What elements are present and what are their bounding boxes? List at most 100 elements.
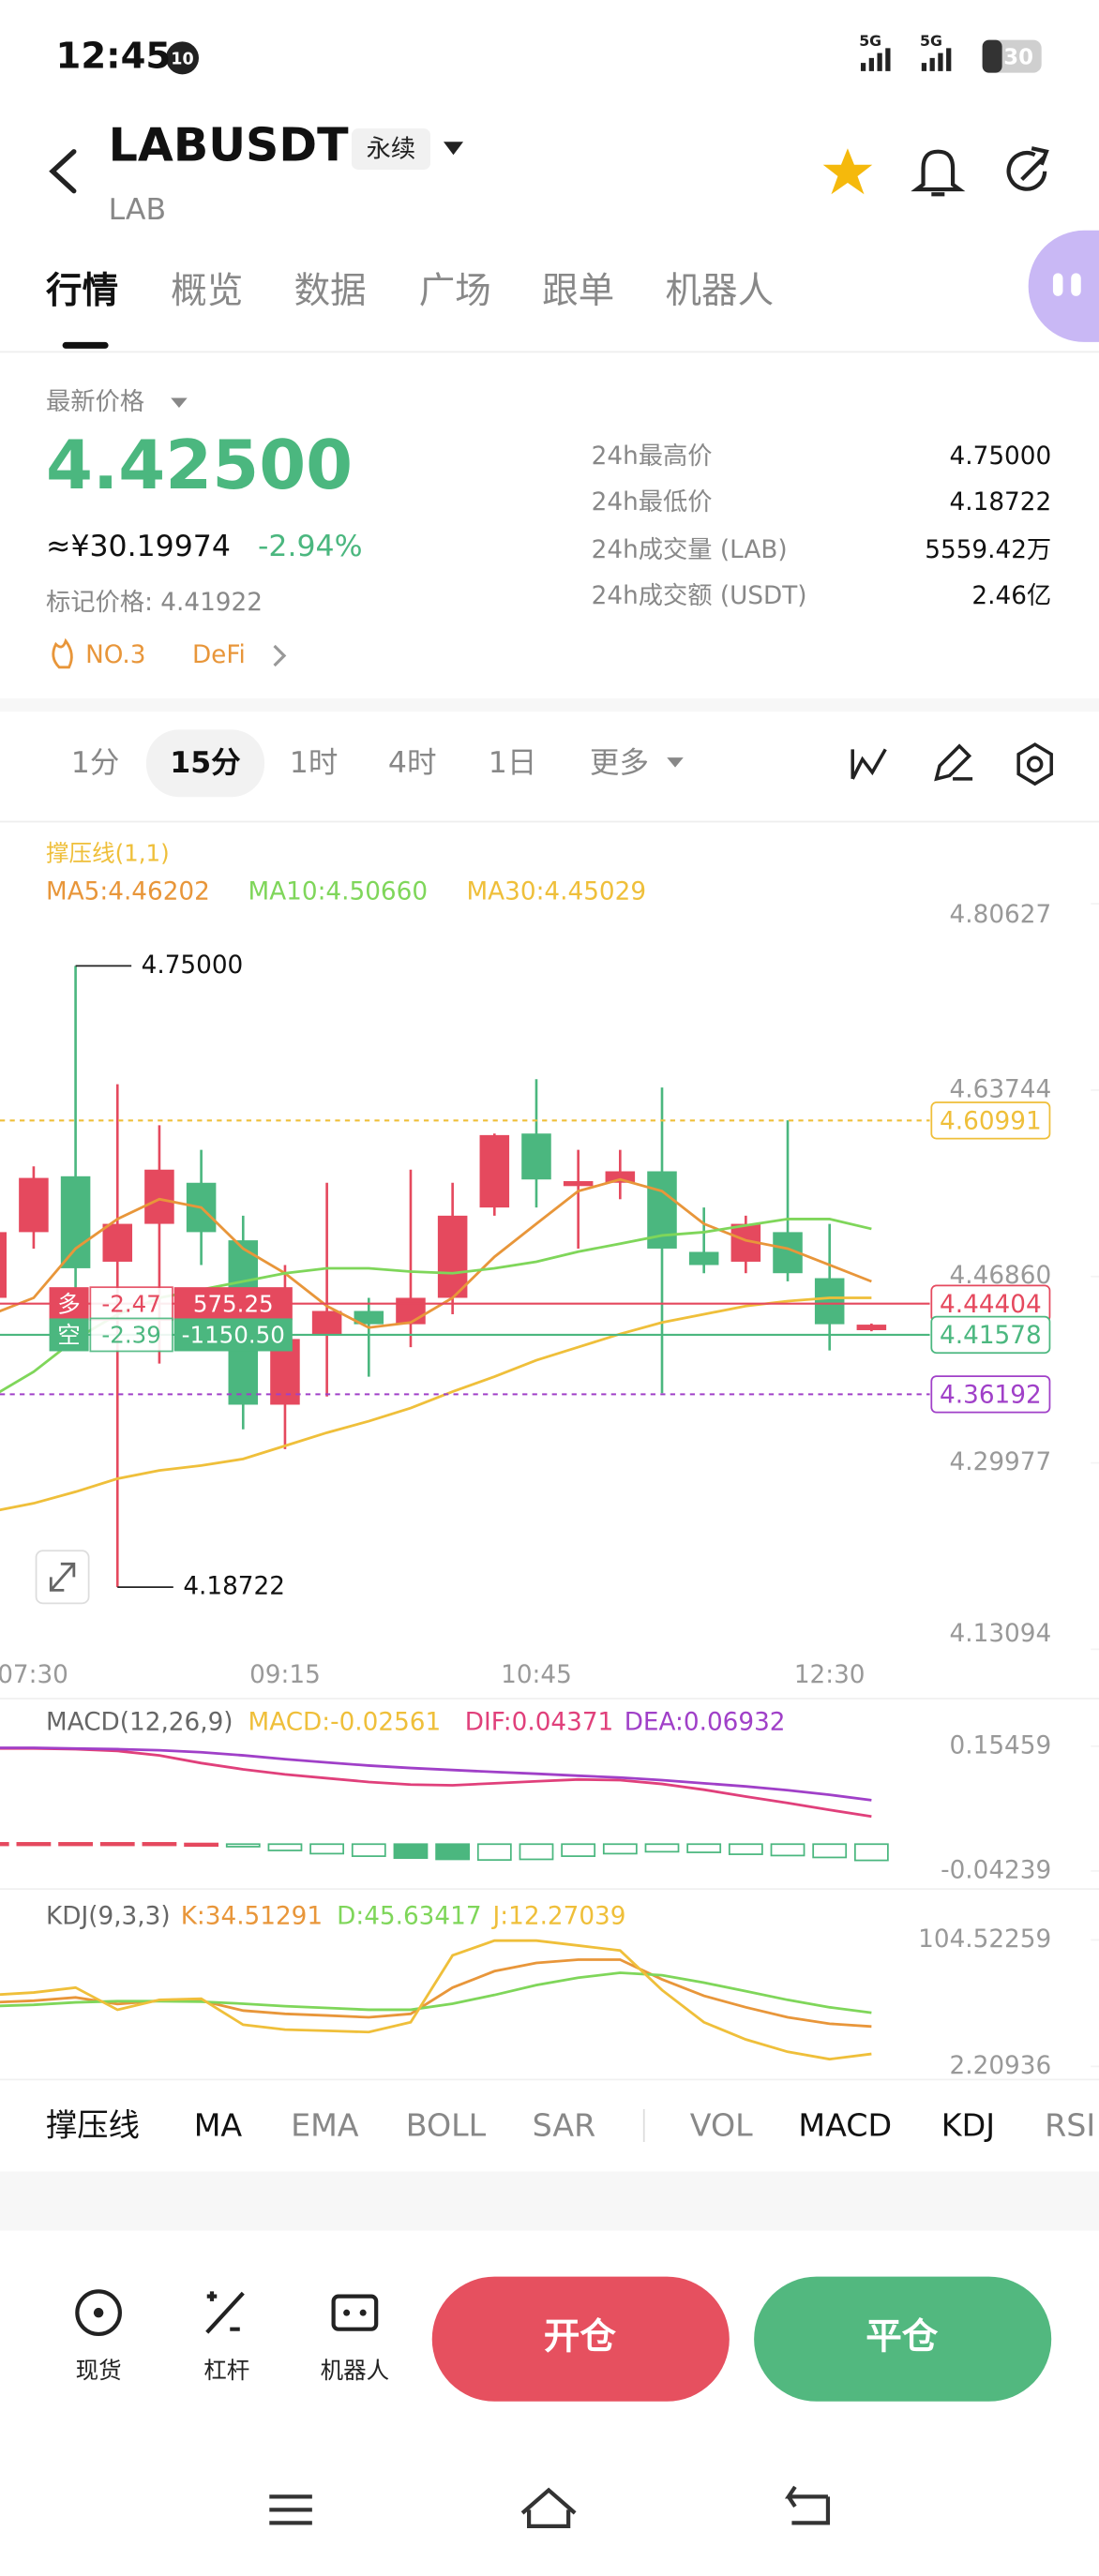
stat-label: 24h最高价 xyxy=(592,442,713,471)
indicator-tab[interactable]: MACD xyxy=(798,2107,892,2144)
price-line-box xyxy=(930,1375,1051,1414)
legend-entry: K:34.51291 xyxy=(181,1902,323,1930)
price-line-label: 4.60991 xyxy=(940,1108,1042,1136)
legend-entry: DIF:0.04371 xyxy=(465,1709,614,1737)
settings-icon[interactable] xyxy=(1016,742,1053,786)
position-side-bg xyxy=(49,1287,89,1321)
tab[interactable]: 机器人 xyxy=(666,270,775,312)
tab-underline xyxy=(62,341,109,349)
macd-bar xyxy=(812,1843,848,1859)
nav-back[interactable] xyxy=(784,2485,831,2525)
legend-entry: MA5:4.46202 xyxy=(46,877,210,906)
x-tick-label: 07:30 xyxy=(0,1661,68,1689)
candle-body xyxy=(814,1278,845,1325)
tab[interactable]: 跟单 xyxy=(542,270,614,312)
indicator-title: 撑压线(1,1) xyxy=(46,840,170,867)
legend-entry: MA30:4.45029 xyxy=(467,877,647,906)
cny-price: ≈¥30.19974 xyxy=(46,530,231,563)
indicator-tab[interactable]: KDJ xyxy=(941,2107,995,2144)
indicator-tab[interactable]: EMA xyxy=(291,2107,359,2144)
alert-bell[interactable] xyxy=(911,149,966,197)
nav-bar xyxy=(269,2485,831,2529)
candle-body xyxy=(479,1134,510,1208)
action-label[interactable]: 机器人 xyxy=(321,2357,390,2384)
price-label[interactable]: 最新价格 xyxy=(46,388,144,416)
extreme-label: 4.75000 xyxy=(142,951,244,980)
sector[interactable]: DeFi xyxy=(192,641,246,669)
x-tick-label: 09:15 xyxy=(249,1661,321,1689)
interval[interactable]: 1日 xyxy=(489,746,537,780)
assistant-bubble[interactable] xyxy=(1028,230,1099,342)
macd-bar xyxy=(476,1843,512,1862)
tab[interactable]: 数据 xyxy=(294,270,367,312)
indicator-icon[interactable] xyxy=(851,748,887,780)
interval[interactable]: 4时 xyxy=(388,746,437,780)
interval[interactable]: 更多 xyxy=(590,746,649,780)
nav-menu[interactable] xyxy=(269,2494,312,2525)
interval[interactable]: 1分 xyxy=(71,746,120,780)
open-position-button[interactable] xyxy=(431,2276,730,2402)
indicator-tab[interactable]: SAR xyxy=(533,2107,596,2144)
price-line-label: 4.36192 xyxy=(940,1382,1042,1410)
tab[interactable]: 行情 xyxy=(46,270,118,312)
interval[interactable]: 15分 xyxy=(170,746,241,780)
tab[interactable]: 概览 xyxy=(171,270,243,312)
interval[interactable]: 1时 xyxy=(290,746,339,780)
y-tick-label: 4.63744 xyxy=(950,1075,1052,1103)
favorite-star[interactable] xyxy=(822,148,873,195)
back-button[interactable] xyxy=(49,149,77,194)
price-line-box xyxy=(930,1101,1051,1140)
price-dropdown[interactable] xyxy=(171,397,188,408)
nav-home[interactable] xyxy=(520,2487,577,2529)
leverage-icon[interactable] xyxy=(205,2291,245,2334)
indicator-tab[interactable]: MA xyxy=(194,2107,243,2144)
sector-chevron[interactable] xyxy=(273,644,287,667)
position-amount: 575.25 xyxy=(193,1290,274,1317)
button-label[interactable]: 平仓 xyxy=(866,2316,939,2359)
y-tick-label: 4.13094 xyxy=(950,1620,1052,1648)
candle-body xyxy=(605,1171,636,1183)
macd-bar xyxy=(0,1842,9,1847)
section-gap xyxy=(0,698,1099,712)
indicator-tab[interactable]: VOL xyxy=(690,2107,753,2144)
share-button[interactable] xyxy=(1006,146,1049,191)
settings-icon-center xyxy=(1026,756,1044,772)
contract-dropdown[interactable] xyxy=(444,142,464,156)
rank[interactable]: NO.3 xyxy=(85,641,145,669)
spot-icon[interactable] xyxy=(75,2289,122,2337)
button-label[interactable]: 开仓 xyxy=(544,2316,617,2359)
indicator-tab[interactable]: RSI xyxy=(1045,2107,1095,2144)
assistant-eye xyxy=(1052,273,1063,296)
position-amount-bg xyxy=(173,1287,293,1321)
draw-icon[interactable] xyxy=(934,743,973,782)
legend-entry: MA10:4.50660 xyxy=(248,877,429,906)
more-dropdown[interactable] xyxy=(667,757,684,768)
position-pnl: -2.47 xyxy=(101,1290,160,1317)
contract-type[interactable]: 永续 xyxy=(367,135,416,163)
candle-body xyxy=(563,1180,594,1187)
action-label[interactable]: 杠杆 xyxy=(203,2357,249,2384)
price-line-label: 4.41578 xyxy=(940,1322,1042,1350)
action-label[interactable]: 现货 xyxy=(76,2357,122,2384)
close-position-button[interactable] xyxy=(754,2276,1052,2402)
indicator-tab[interactable]: BOLL xyxy=(406,2107,487,2144)
macd-bar xyxy=(853,1843,889,1862)
contract-tag[interactable] xyxy=(351,128,430,170)
robot-icon[interactable] xyxy=(331,2294,379,2331)
macd-bar xyxy=(519,1843,554,1861)
ma-line xyxy=(0,1296,872,1512)
hot-icon xyxy=(52,637,73,669)
signal-icons xyxy=(860,48,952,71)
position-amount: -1150.50 xyxy=(182,1322,285,1349)
candle-body xyxy=(60,1176,91,1268)
indicator-tab[interactable]: 撑压线 xyxy=(46,2107,140,2144)
tab[interactable]: 广场 xyxy=(419,270,491,312)
status-time: 12:45 xyxy=(56,35,172,77)
macd-bar xyxy=(728,1843,763,1855)
candle-body xyxy=(144,1169,174,1224)
ma-line xyxy=(0,1177,872,1329)
x-tick-label: 10:45 xyxy=(501,1661,572,1689)
interval-selected-bg xyxy=(145,729,265,798)
macd-bar xyxy=(770,1843,805,1857)
